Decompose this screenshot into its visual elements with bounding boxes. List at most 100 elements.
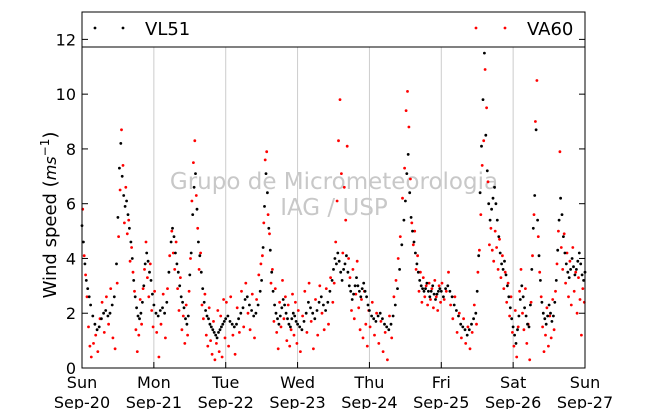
point-vl51-292 bbox=[560, 213, 564, 217]
point-vl51-300 bbox=[572, 265, 575, 269]
point-vl51-252 bbox=[503, 259, 506, 263]
y-tick-label-4: 4 bbox=[66, 249, 76, 268]
point-vl51-130 bbox=[293, 314, 297, 318]
point-va60-124 bbox=[285, 339, 289, 342]
point-vl51-124 bbox=[284, 311, 288, 315]
point-vl51-193 bbox=[406, 153, 410, 156]
point-va60-152 bbox=[337, 139, 340, 143]
point-va60-123 bbox=[284, 295, 287, 299]
point-va60-155 bbox=[341, 251, 345, 255]
point-vl51-163 bbox=[352, 292, 355, 296]
point-va60-297 bbox=[568, 259, 572, 263]
point-va60-53 bbox=[171, 251, 175, 255]
point-vl51-27 bbox=[127, 226, 131, 230]
point-vl51-285 bbox=[550, 320, 554, 323]
point-va60-258 bbox=[512, 344, 516, 348]
point-va60-168 bbox=[360, 298, 363, 301]
point-va60-82 bbox=[213, 358, 217, 362]
point-vl51-220 bbox=[448, 289, 452, 293]
point-va60-192 bbox=[406, 90, 409, 93]
point-vl51-97 bbox=[239, 311, 243, 315]
point-va60-206 bbox=[426, 303, 429, 307]
point-vl51-102 bbox=[250, 309, 254, 312]
point-vl51-110 bbox=[264, 172, 268, 176]
point-va60-215 bbox=[439, 300, 442, 304]
point-vl51-41 bbox=[148, 270, 151, 274]
point-vl51-134 bbox=[300, 328, 304, 332]
point-vl51-75 bbox=[202, 300, 206, 304]
point-vl51-78 bbox=[207, 317, 210, 321]
point-va60-106 bbox=[259, 262, 263, 266]
point-va60-167 bbox=[358, 328, 362, 332]
point-va60-99 bbox=[244, 281, 248, 285]
point-va60-284 bbox=[549, 336, 553, 340]
point-va60-81 bbox=[212, 320, 215, 323]
point-vl51-95 bbox=[235, 322, 238, 326]
point-vl51-109 bbox=[263, 205, 266, 208]
point-va60-275 bbox=[536, 235, 540, 239]
point-va60-293 bbox=[562, 232, 566, 236]
point-va60-299 bbox=[571, 246, 575, 249]
point-vl51-121 bbox=[280, 306, 284, 310]
point-va60-211 bbox=[433, 279, 437, 282]
point-va60-244 bbox=[492, 259, 496, 263]
point-vl51-231 bbox=[472, 317, 475, 321]
point-va60-273 bbox=[534, 120, 537, 123]
point-vl51-67 bbox=[191, 213, 195, 217]
y-tick-label-8: 8 bbox=[66, 140, 76, 159]
point-vl51-120 bbox=[278, 314, 282, 318]
point-va60-193 bbox=[407, 125, 411, 129]
point-vl51-279 bbox=[541, 311, 545, 315]
point-va60-98 bbox=[242, 325, 246, 329]
point-vl51-20 bbox=[118, 166, 121, 170]
point-vl51-119 bbox=[277, 322, 281, 326]
point-vl51-94 bbox=[232, 325, 236, 329]
point-vl51-118 bbox=[276, 317, 279, 321]
point-vl51-218 bbox=[444, 287, 447, 290]
point-vl51-206 bbox=[425, 281, 429, 285]
point-va60-55 bbox=[174, 240, 178, 244]
point-vl51-241 bbox=[487, 202, 491, 206]
point-va60-104 bbox=[255, 298, 258, 301]
point-vl51-115 bbox=[271, 289, 275, 293]
point-vl51-198 bbox=[414, 251, 417, 255]
point-vl51-99 bbox=[243, 298, 247, 301]
point-vl51-98 bbox=[241, 306, 245, 310]
point-vl51-114 bbox=[270, 270, 274, 274]
point-va60-66 bbox=[190, 199, 194, 203]
point-va60-2 bbox=[84, 273, 87, 277]
point-va60-171 bbox=[364, 322, 368, 326]
point-vl51-117 bbox=[274, 311, 278, 315]
x-axis: SunSep-20MonSep-21TueSep-22WedSep-23ThuS… bbox=[54, 362, 613, 409]
point-va60-84 bbox=[216, 309, 220, 312]
point-vl51-214 bbox=[437, 289, 440, 293]
point-vl51-44 bbox=[152, 303, 156, 307]
point-vl51-267 bbox=[524, 314, 528, 318]
point-va60-131 bbox=[295, 342, 299, 345]
point-va60-50 bbox=[166, 287, 169, 290]
point-vl51-39 bbox=[145, 251, 149, 255]
point-va60-63 bbox=[186, 333, 190, 337]
point-va60-77 bbox=[206, 344, 210, 348]
point-va60-162 bbox=[351, 268, 355, 271]
point-va60-37 bbox=[143, 268, 146, 271]
y-tick-label-10: 10 bbox=[56, 85, 76, 104]
point-vl51-48 bbox=[161, 306, 164, 310]
point-va60-175 bbox=[370, 300, 374, 304]
x-tick-date-6: Sep-26 bbox=[485, 393, 541, 409]
point-vl51-32 bbox=[135, 306, 139, 310]
point-va60-212 bbox=[434, 295, 438, 299]
point-vl51-260 bbox=[514, 342, 518, 345]
point-va60-12 bbox=[102, 331, 106, 334]
point-vl51-246 bbox=[494, 202, 498, 206]
point-va60-46 bbox=[157, 355, 161, 359]
point-vl51-251 bbox=[501, 268, 505, 271]
point-va60-19 bbox=[117, 235, 120, 239]
legend-marker-va60-a bbox=[474, 26, 478, 30]
point-va60-24 bbox=[124, 185, 128, 189]
point-vl51-222 bbox=[452, 303, 456, 307]
point-va60-160 bbox=[348, 276, 352, 279]
point-va60-283 bbox=[548, 314, 552, 318]
point-va60-38 bbox=[144, 240, 148, 244]
point-vl51-284 bbox=[549, 311, 552, 315]
